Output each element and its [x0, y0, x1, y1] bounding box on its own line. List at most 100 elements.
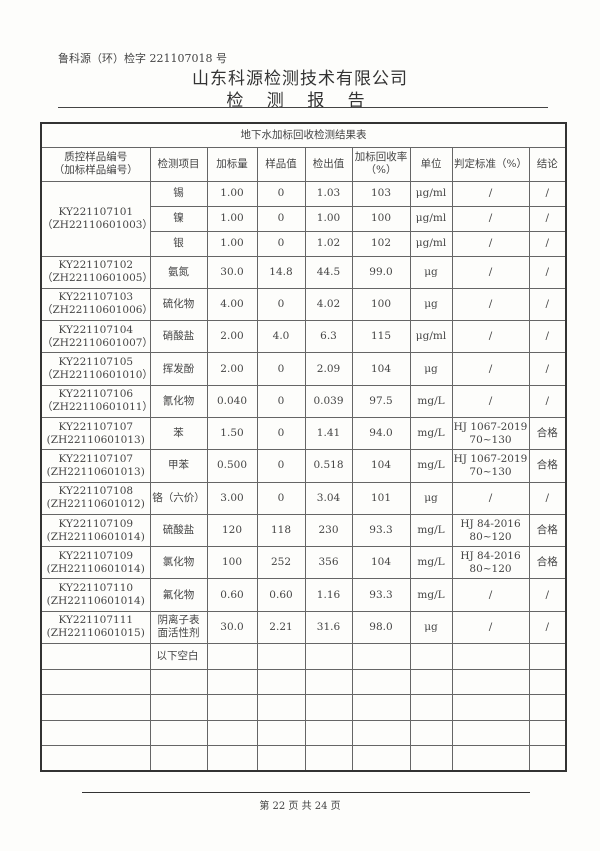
spike-sample-id: （ZH22110601007） [42, 336, 150, 349]
table-cell: 4.0 [256, 320, 306, 354]
empty-cell [256, 745, 306, 772]
empty-cell [40, 694, 151, 721]
table-row: KY221107104 （ZH22110601007） 硝酸盐 2.00 4.0 6.3 1… [40, 320, 567, 354]
table-row: KY221107101 （ZH22110601003）锡 1.00 0 1.03 103 μ… [40, 180, 567, 257]
table-cell: 1.00 [206, 180, 258, 207]
footer-divider [82, 792, 530, 793]
table-cell: / [528, 255, 567, 289]
table-cell: 硫酸盐 [149, 513, 208, 548]
column-header: 单位 [409, 146, 453, 182]
spike-sample-id: (ZH22110601014) [46, 530, 145, 543]
empty-cell [451, 694, 530, 721]
table-cell: 硝酸盐 [149, 320, 208, 354]
empty-cell [40, 745, 151, 772]
empty-cell [409, 643, 453, 670]
table-row: KY221107108 (ZH22110601012) 铬（六价） 3.00 0 3.04… [40, 481, 567, 515]
table-cell: HJ 84-2016 80~120 [451, 513, 530, 548]
table-cell: / [528, 610, 567, 645]
table-row: KY221107102 （ZH22110601005） 氨氮 30.0 14.8 44.5… [40, 255, 567, 289]
sample-id-cell: KY221107103 （ZH22110601006） [40, 287, 151, 322]
page-number: 第 22 页 共 24 页 [259, 801, 341, 812]
table-cell: 0.040 [206, 384, 258, 418]
table-cell: / [451, 205, 530, 232]
spike-sample-id: (ZH22110601013) [46, 433, 145, 446]
table-cell: 合格 [528, 449, 567, 483]
empty-cell [206, 643, 258, 670]
table-cell: / [451, 481, 530, 515]
table-cell: 0.500 [206, 449, 258, 483]
table-cell: 120 [206, 513, 258, 548]
empty-cell [40, 668, 151, 696]
qc-sample-id: KY221107107 [58, 420, 134, 433]
empty-cell [528, 668, 567, 696]
table-cell: 0 [256, 230, 306, 257]
table-cell: 0 [256, 205, 306, 232]
table-row: KY221107105 （ZH22110601010） 挥发酚 2.00 0 2.09 10… [40, 352, 567, 386]
table-cell: 104 [351, 449, 411, 483]
table-cell: 1.03 [304, 180, 353, 207]
empty-cell [528, 643, 567, 670]
table-cell: 0 [256, 180, 306, 207]
spike-sample-id: （ZH22110601010） [42, 369, 150, 382]
table-cell: 30.0 [206, 610, 258, 645]
table-cell: mg/L [409, 513, 453, 548]
sample-id-cell: KY221107106 （ZH22110601011） [40, 384, 151, 418]
table-cell: mg/L [409, 449, 453, 483]
table-cell: 93.3 [351, 578, 411, 612]
empty-cell [149, 668, 208, 696]
spike-sample-id: (ZH22110601014) [46, 562, 145, 575]
table-cell: 银 [149, 230, 208, 257]
empty-cell [206, 694, 258, 721]
qc-sample-id: KY221107102 [58, 259, 134, 272]
empty-cell [451, 668, 530, 696]
sample-id-cell: KY221107110 (ZH22110601014) [40, 578, 151, 612]
table-cell: / [528, 230, 567, 257]
table-cell: 104 [351, 352, 411, 386]
table-cell: mg/L [409, 416, 453, 451]
table-cell: μg [409, 352, 453, 386]
table-cell: μg [409, 287, 453, 322]
table-cell: 氯化物 [149, 546, 208, 580]
qc-sample-id: KY221107111 [58, 614, 134, 627]
empty-cell [351, 643, 411, 670]
sample-id-cell: KY221107101 （ZH22110601003） [40, 180, 151, 257]
empty-cell [409, 694, 453, 721]
table-cell: 230 [304, 513, 353, 548]
company-name: 山东科源检测技术有限公司 [192, 69, 408, 89]
table-cell: μg/ml [409, 230, 453, 257]
spike-sample-id: （ZH22110601003） [42, 218, 150, 231]
table-cell: 1.02 [304, 230, 353, 257]
table-cell: 3.04 [304, 481, 353, 515]
table-cell: 0.039 [304, 384, 353, 418]
empty-cell [304, 668, 353, 696]
header-row: 质控样品编号 （加标样品编号） 检测项目 加标量 样品值 检出值 加标回收率（%） 单位 判定… [40, 146, 567, 182]
report-title: 检 测 报 告 [226, 91, 374, 111]
qc-sample-id: KY221107109 [58, 517, 134, 530]
table-cell: 合格 [528, 546, 567, 580]
table-cell: mg/L [409, 578, 453, 612]
header-divider [58, 107, 548, 108]
table-cell: 2.09 [304, 352, 353, 386]
column-header: 样品值 [256, 146, 306, 182]
column-header: 检测项目 [149, 146, 208, 182]
table-cell: 0.518 [304, 449, 353, 483]
table-cell: μg/ml [409, 180, 453, 207]
table-row: KY221107110 (ZH22110601014) 氟化物 0.60 0.60 1.1… [40, 578, 567, 612]
empty-cell [149, 745, 208, 772]
qc-sample-id: KY221107109 [58, 549, 134, 562]
table-cell: 0 [256, 287, 306, 322]
table-cell: 101 [351, 481, 411, 515]
table-cell: 31.6 [304, 610, 353, 645]
table-cell: 115 [351, 320, 411, 354]
table-cell: 30.0 [206, 255, 258, 289]
qc-sample-id: KY221107104 [58, 323, 134, 336]
table-cell: 铬（六价） [149, 481, 208, 515]
table-cell: 氰化物 [149, 384, 208, 418]
table-cell: / [528, 287, 567, 322]
table-cell: / [451, 180, 530, 207]
table-cell: 2.21 [256, 610, 306, 645]
empty-cell [528, 694, 567, 721]
table-cell: μg/ml [409, 320, 453, 354]
empty-cell [206, 719, 258, 747]
table-cell: μg [409, 255, 453, 289]
